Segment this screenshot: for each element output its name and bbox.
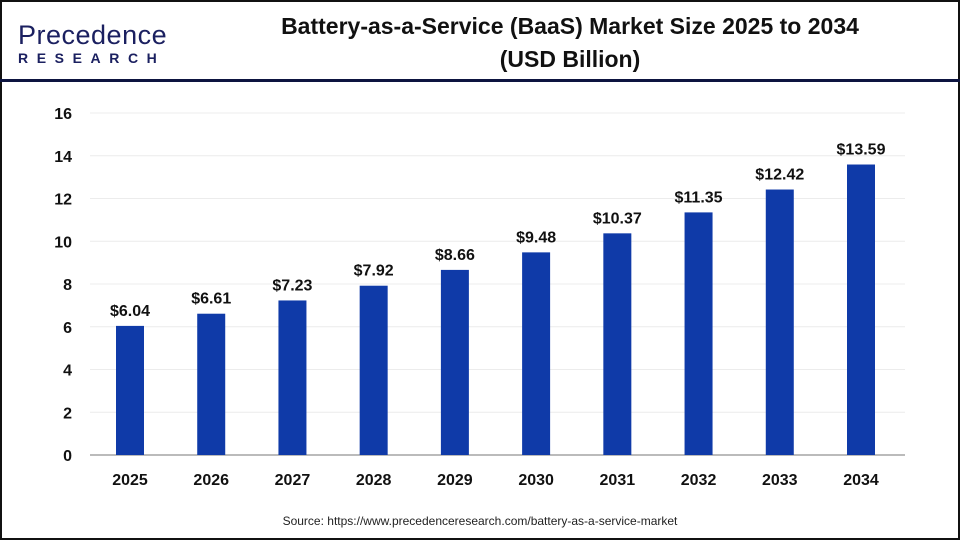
bar [522, 252, 551, 455]
data-label: $12.42 [755, 167, 804, 184]
y-tick-label: 14 [54, 149, 72, 166]
x-tick-label: 2028 [356, 472, 392, 489]
y-tick-label: 2 [63, 405, 72, 422]
bar [359, 285, 388, 455]
y-tick-label: 6 [63, 320, 72, 337]
bar [684, 212, 713, 455]
x-tick-label: 2029 [437, 472, 473, 489]
bar [603, 233, 632, 455]
title-line-2: (USD Billion) [499, 46, 641, 72]
data-label: $11.35 [675, 189, 723, 206]
logo-subtitle: RESEARCH [18, 50, 166, 66]
header-divider [0, 79, 960, 82]
x-tick-label: 2034 [843, 472, 879, 489]
x-tick-label: 2027 [275, 472, 311, 489]
x-tick-label: 2033 [762, 472, 798, 489]
bar [116, 325, 144, 455]
y-tick-label: 10 [54, 234, 72, 251]
data-label: $9.48 [516, 229, 556, 246]
x-tick-label: 2031 [600, 472, 636, 489]
data-label: $6.04 [110, 303, 150, 320]
bar [765, 189, 794, 455]
data-label: $6.61 [191, 291, 231, 308]
data-label: $10.37 [593, 210, 642, 227]
y-tick-label: 0 [63, 448, 72, 465]
bar [278, 300, 307, 455]
data-label: $7.23 [272, 277, 312, 294]
y-tick-label: 8 [63, 277, 72, 294]
title-line-1: Battery-as-a-Service (BaaS) Market Size … [281, 13, 859, 39]
data-label: $13.59 [837, 142, 886, 159]
data-label: $8.66 [435, 247, 475, 264]
bar [440, 269, 469, 455]
x-tick-label: 2032 [681, 472, 717, 489]
logo-wordmark: Precedence [18, 20, 168, 50]
precedence-research-logo: Precedence RESEARCH [18, 20, 168, 67]
x-tick-label: 2026 [193, 472, 229, 489]
bar [197, 313, 226, 455]
y-tick-label: 12 [54, 192, 72, 209]
y-tick-label: 4 [63, 363, 72, 380]
x-tick-label: 2030 [518, 472, 554, 489]
data-label: $7.92 [354, 263, 394, 280]
chart-title: Battery-as-a-Service (BaaS) Market Size … [200, 10, 940, 76]
x-tick-label: 2025 [112, 472, 148, 489]
bar [847, 164, 875, 456]
y-tick-label: 16 [54, 106, 72, 123]
source-note: Source: https://www.precedenceresearch.c… [282, 514, 678, 528]
